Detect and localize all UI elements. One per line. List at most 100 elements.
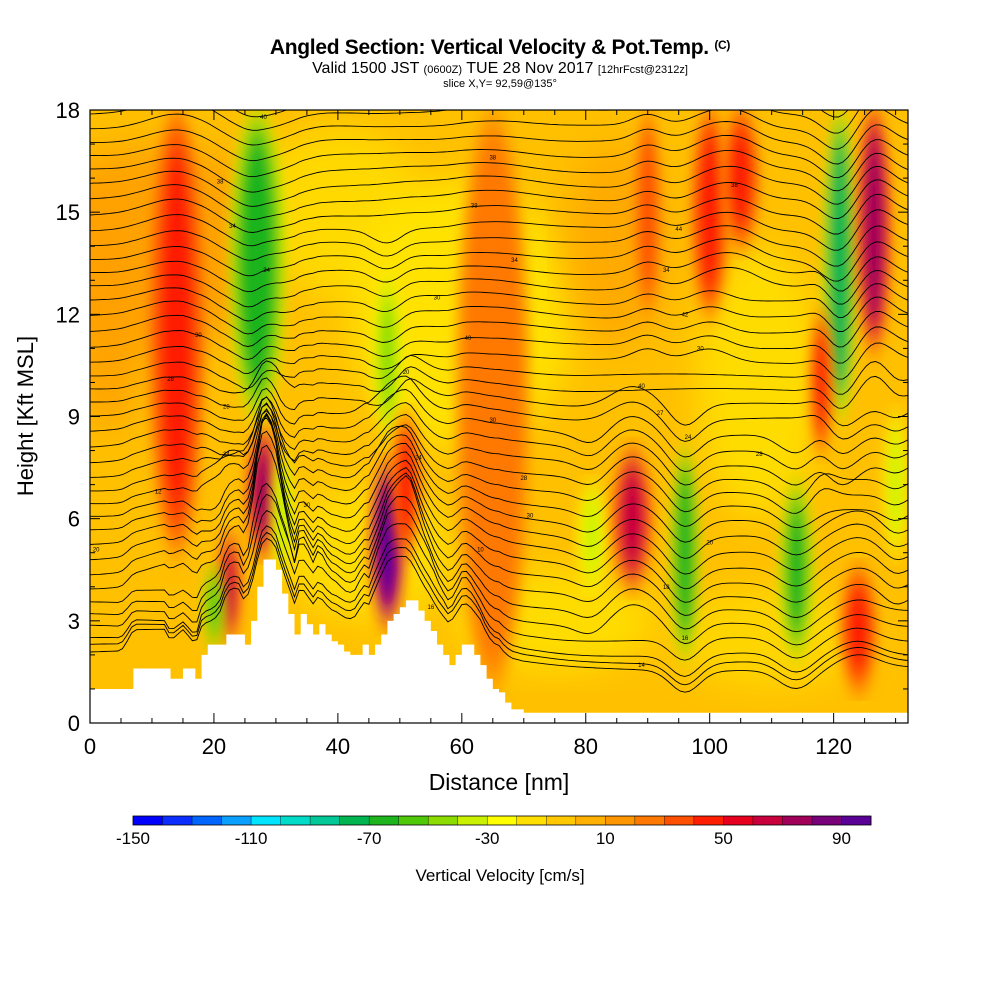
chart-subtitle: Valid 1500 JST (0600Z) TUE 28 Nov 2017 […: [0, 60, 1000, 78]
colorbar-swatch: [841, 816, 872, 825]
theta-contour-line: [90, 179, 908, 221]
colorbar-tick-label: -150: [116, 829, 150, 848]
theta-contour-line: [90, 252, 908, 293]
x-tick-label: 0: [84, 734, 96, 759]
contour-label: 27: [657, 411, 664, 417]
colorbar-swatch: [280, 816, 311, 825]
contour-label: 42: [682, 312, 689, 318]
theta-contour-line: [90, 377, 908, 427]
theta-contour-line: [90, 430, 908, 603]
theta-contour-line: [90, 354, 908, 395]
slice-label: slice X,Y= 92,59@135°: [443, 78, 557, 90]
contour-label: 34: [229, 224, 236, 230]
velocity-column: [229, 110, 286, 417]
contour-label: 34: [511, 258, 518, 264]
theta-contour-line: [90, 444, 908, 618]
colorbar-swatch: [162, 816, 193, 825]
colorbar-swatch: [133, 816, 163, 825]
theta-contour-line: [90, 402, 908, 514]
velocity-column: [839, 569, 878, 689]
contour-label: 20: [706, 541, 713, 547]
theta-contour-line: [90, 209, 908, 251]
velocity-level: [814, 325, 828, 440]
y-axis: 0 3 6 9 12 15 18: [56, 98, 908, 736]
colorbar-swatch: [192, 816, 222, 825]
theta-contour-line: [90, 326, 908, 364]
colorbar-swatch: [752, 816, 783, 825]
subtitle-date: TUE 28 Nov 2017: [466, 60, 594, 77]
contour-label: 28: [520, 476, 527, 482]
contour-label: 28: [756, 452, 763, 458]
theta-contour-line: [90, 493, 908, 646]
y-tick-label: 15: [56, 200, 80, 225]
colorbar-label: Vertical Velocity [cm/s]: [415, 866, 584, 885]
theta-contour-line: [90, 193, 908, 235]
velocity-column: [148, 110, 205, 553]
velocity-column: [611, 450, 653, 587]
theta-contour-line: [90, 410, 908, 486]
x-tick-label: 120: [815, 734, 852, 759]
velocity-level: [240, 135, 275, 391]
theta-contour-line: [90, 267, 908, 308]
velocity-level: [729, 121, 752, 235]
colorbar-swatch: [811, 816, 842, 825]
subtitle-valid: Valid 1500 JST: [312, 60, 420, 77]
theta-contour-line: [90, 49, 908, 90]
contour-label: 40: [260, 115, 267, 121]
contour-label: 30: [697, 346, 704, 352]
field-region: [697, 246, 822, 519]
contour-label: 30: [527, 513, 534, 519]
colorbar-swatch: [428, 816, 459, 825]
velocity-level: [379, 293, 396, 421]
contour-label: 30: [304, 503, 311, 509]
velocity-column: [691, 110, 729, 315]
theta-contour-line: [90, 296, 908, 335]
velocity-column: [373, 280, 402, 434]
theta-contour-line: [90, 165, 908, 207]
velocity-column: [633, 110, 662, 315]
colorbar-swatch: [369, 816, 400, 825]
terrain-mask: [90, 559, 908, 723]
colorbar-swatch: [221, 816, 252, 825]
theta-contour-line: [90, 110, 908, 150]
velocity-level: [470, 158, 516, 641]
velocity-level: [639, 127, 657, 298]
theta-contour-line: [90, 396, 908, 500]
contour-label: 20: [403, 370, 410, 376]
x-tick-label: 60: [450, 734, 474, 759]
colorbar-tick-label: -30: [475, 829, 500, 848]
y-tick-label: 0: [68, 711, 80, 736]
subtitle-z: (0600Z): [423, 64, 463, 76]
velocity-level: [222, 544, 237, 630]
theta-contour-line: [90, 225, 908, 267]
colorbar-swatch: [251, 816, 281, 825]
colorbar-swatch: [723, 816, 754, 825]
velocity-level: [583, 493, 601, 579]
theta-contour-line: [90, 482, 908, 633]
theta-contour-line: [90, 408, 908, 529]
contour-label: 20: [93, 547, 100, 553]
velocity-column: [455, 110, 530, 689]
contour-label: 34: [663, 268, 670, 274]
x-tick-label: 100: [691, 734, 728, 759]
theta-contour-line: [90, 134, 908, 179]
contour-label: 34: [263, 268, 270, 274]
x-axis-label: Distance [nm]: [429, 769, 570, 795]
contour-label: 16: [427, 605, 434, 611]
velocity-level: [160, 146, 194, 516]
plot-field: 20 12 24 28 28 30 34 34 38 40 38 38 34 30 40 20 24 30 28 30…: [90, 49, 908, 723]
colorbar-swatch: [457, 816, 488, 825]
colorbar-swatch: [516, 816, 547, 825]
colorbar-tick-label: -110: [235, 829, 268, 848]
theta-contour-line: [90, 525, 908, 677]
contour-label: 40: [638, 384, 645, 390]
velocity-column: [810, 314, 833, 451]
colorbar-swatch: [339, 816, 370, 825]
colorbar-tick-label: 90: [832, 829, 851, 848]
contour-label: 24: [415, 455, 422, 461]
contour-label: 28: [167, 377, 174, 383]
theta-contour-line: [90, 283, 908, 322]
colorbar-tick-label: -70: [357, 829, 382, 848]
colorbar-swatch: [605, 816, 636, 825]
